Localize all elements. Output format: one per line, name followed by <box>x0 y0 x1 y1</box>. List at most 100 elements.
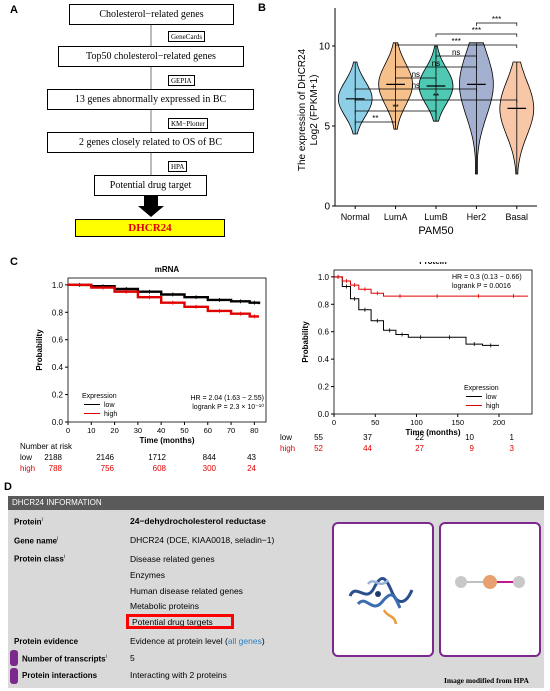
risk-value: 37 <box>363 433 372 442</box>
legend-label: low <box>104 402 115 409</box>
km-curve-low <box>67 283 261 305</box>
y-tick-label: 0.4 <box>52 363 64 372</box>
protein-structure-card[interactable] <box>332 522 434 657</box>
y-axis-label: Probability <box>35 329 44 371</box>
risk-value: 44 <box>363 444 372 453</box>
interactions-value: Interacting with 2 proteins <box>130 670 227 680</box>
legend-label: low <box>486 394 497 401</box>
y-tick-label: 0.0 <box>52 418 64 427</box>
risk-value: 608 <box>153 464 167 473</box>
risk-value: 2188 <box>44 453 62 462</box>
protein-class-label: Protein classi <box>14 554 65 564</box>
y-tick-label: 0.8 <box>52 308 64 317</box>
protein-class-item: Metabolic proteins <box>130 601 199 611</box>
significance-label: *** <box>452 37 461 46</box>
x-tick-label: 50 <box>180 426 188 435</box>
y-tick-label: 0.6 <box>52 336 64 345</box>
risk-value: 1712 <box>148 453 166 462</box>
risk-value: 10 <box>465 433 474 442</box>
hpa-header: DHCR24 INFORMATION <box>8 496 544 510</box>
risk-value: 24 <box>247 464 256 473</box>
km-stat: logrank P = 2.3 × 10⁻¹⁰ <box>192 403 264 411</box>
risk-value: 9 <box>470 444 475 453</box>
significance-bracket <box>395 44 518 48</box>
violin-chart: 0 5 10 The expression of DHCR24 Log2 (FPKM+1… <box>297 8 537 237</box>
risk-title: Number at risk <box>20 442 73 451</box>
significance-bracket <box>354 110 437 114</box>
interaction-network-card[interactable] <box>439 522 541 657</box>
x-tick-label: 100 <box>410 418 423 427</box>
significance-label: *** <box>472 26 481 35</box>
km-curve-high <box>333 276 528 297</box>
km-stat: HR = 2.04 (1.63 − 2.55) <box>190 395 264 402</box>
x-tick-label: 0 <box>66 426 70 435</box>
significance-bracket <box>435 55 477 59</box>
x-tick-label: LumA <box>384 212 408 222</box>
flow-tag-gepia: GEPIA <box>168 75 195 86</box>
flow-box-2: Top50 cholesterol−related genes <box>58 46 244 67</box>
risk-value: 43 <box>247 453 256 462</box>
x-tick-label: Basal <box>506 212 529 222</box>
y-tick-label: 1.0 <box>52 281 64 290</box>
interactions-label[interactable]: Protein interactions <box>22 671 98 680</box>
x-axis-label: Time (months) <box>406 428 461 437</box>
protein-class-item: Human disease related genes <box>130 586 243 596</box>
down-arrow-icon <box>138 196 164 217</box>
flow-box-3: 13 genes abnormally expressed in BC <box>47 89 254 110</box>
y-axis-label: The expression of DHCR24 <box>297 48 308 171</box>
y-axis-label: Probability <box>301 321 310 363</box>
significance-label: ns <box>452 48 460 57</box>
risk-value: 22 <box>415 433 424 442</box>
x-tick-label: 70 <box>227 426 235 435</box>
significance-bracket <box>395 66 477 70</box>
flow-box-5: Potential drug target <box>94 175 207 196</box>
risk-value: 2146 <box>96 453 114 462</box>
x-tick-label: 200 <box>493 418 506 427</box>
y-tick-label: 0.8 <box>318 300 330 309</box>
y-tick-label: 0 <box>324 202 330 213</box>
x-tick-label: 0 <box>332 418 336 427</box>
significance-label: *** <box>492 15 501 24</box>
x-tick-label: 40 <box>157 426 165 435</box>
flow-tag-genecards: GeneCards <box>168 31 206 42</box>
risk-row-label: low <box>280 433 292 442</box>
interactions-tab-marker <box>10 668 18 684</box>
x-tick-label: 30 <box>134 426 142 435</box>
y-axis-label-unit: Log2 (FPKM+1) <box>309 75 320 146</box>
protein-evidence-label: Protein evidence <box>14 637 79 646</box>
significance-bracket <box>354 121 396 125</box>
protein-class-item-highlighted: Potential drug targets <box>132 617 213 627</box>
all-genes-link[interactable]: all genes <box>227 636 262 646</box>
risk-value: 52 <box>314 444 323 453</box>
flow-tag-hpa: HPA <box>168 161 188 172</box>
significance-bracket <box>476 22 518 26</box>
x-tick-label: 150 <box>451 418 464 427</box>
significance-label: ns <box>432 59 440 68</box>
risk-value: 844 <box>203 453 217 462</box>
y-tick-label: 10 <box>319 42 331 53</box>
transcripts-label[interactable]: Number of transcriptsi <box>22 654 107 664</box>
protein-value: 24−dehydrocholesterol reductase <box>130 516 266 526</box>
significance-label: ns <box>412 70 420 79</box>
plot-title: mRNA <box>155 265 180 274</box>
significance-label: ** <box>433 92 439 101</box>
risk-value: 55 <box>314 433 323 442</box>
x-tick-label: 50 <box>371 418 379 427</box>
flowchart-connectors <box>138 25 164 217</box>
highlight-box <box>126 614 234 629</box>
target-gene-box: DHCR24 <box>75 219 225 237</box>
risk-value: 3 <box>510 444 515 453</box>
significance-label: ns <box>412 81 420 90</box>
flow-box-1: Cholesterol−related genes <box>69 4 234 25</box>
significance-bracket <box>435 33 518 37</box>
protein-structure-icon <box>348 577 415 625</box>
y-tick-label: 5 <box>324 122 330 133</box>
protein-label: Proteini <box>14 517 43 527</box>
significance-bracket <box>354 99 518 103</box>
x-tick-label: Normal <box>341 212 370 222</box>
risk-value: 756 <box>101 464 115 473</box>
x-tick-label: 60 <box>204 426 212 435</box>
risk-row-label: high <box>280 444 295 453</box>
flow-box-4: 2 genes closely related to OS of BC <box>47 132 254 153</box>
flow-tag-kmplotter: KM−Plotter <box>168 118 208 129</box>
